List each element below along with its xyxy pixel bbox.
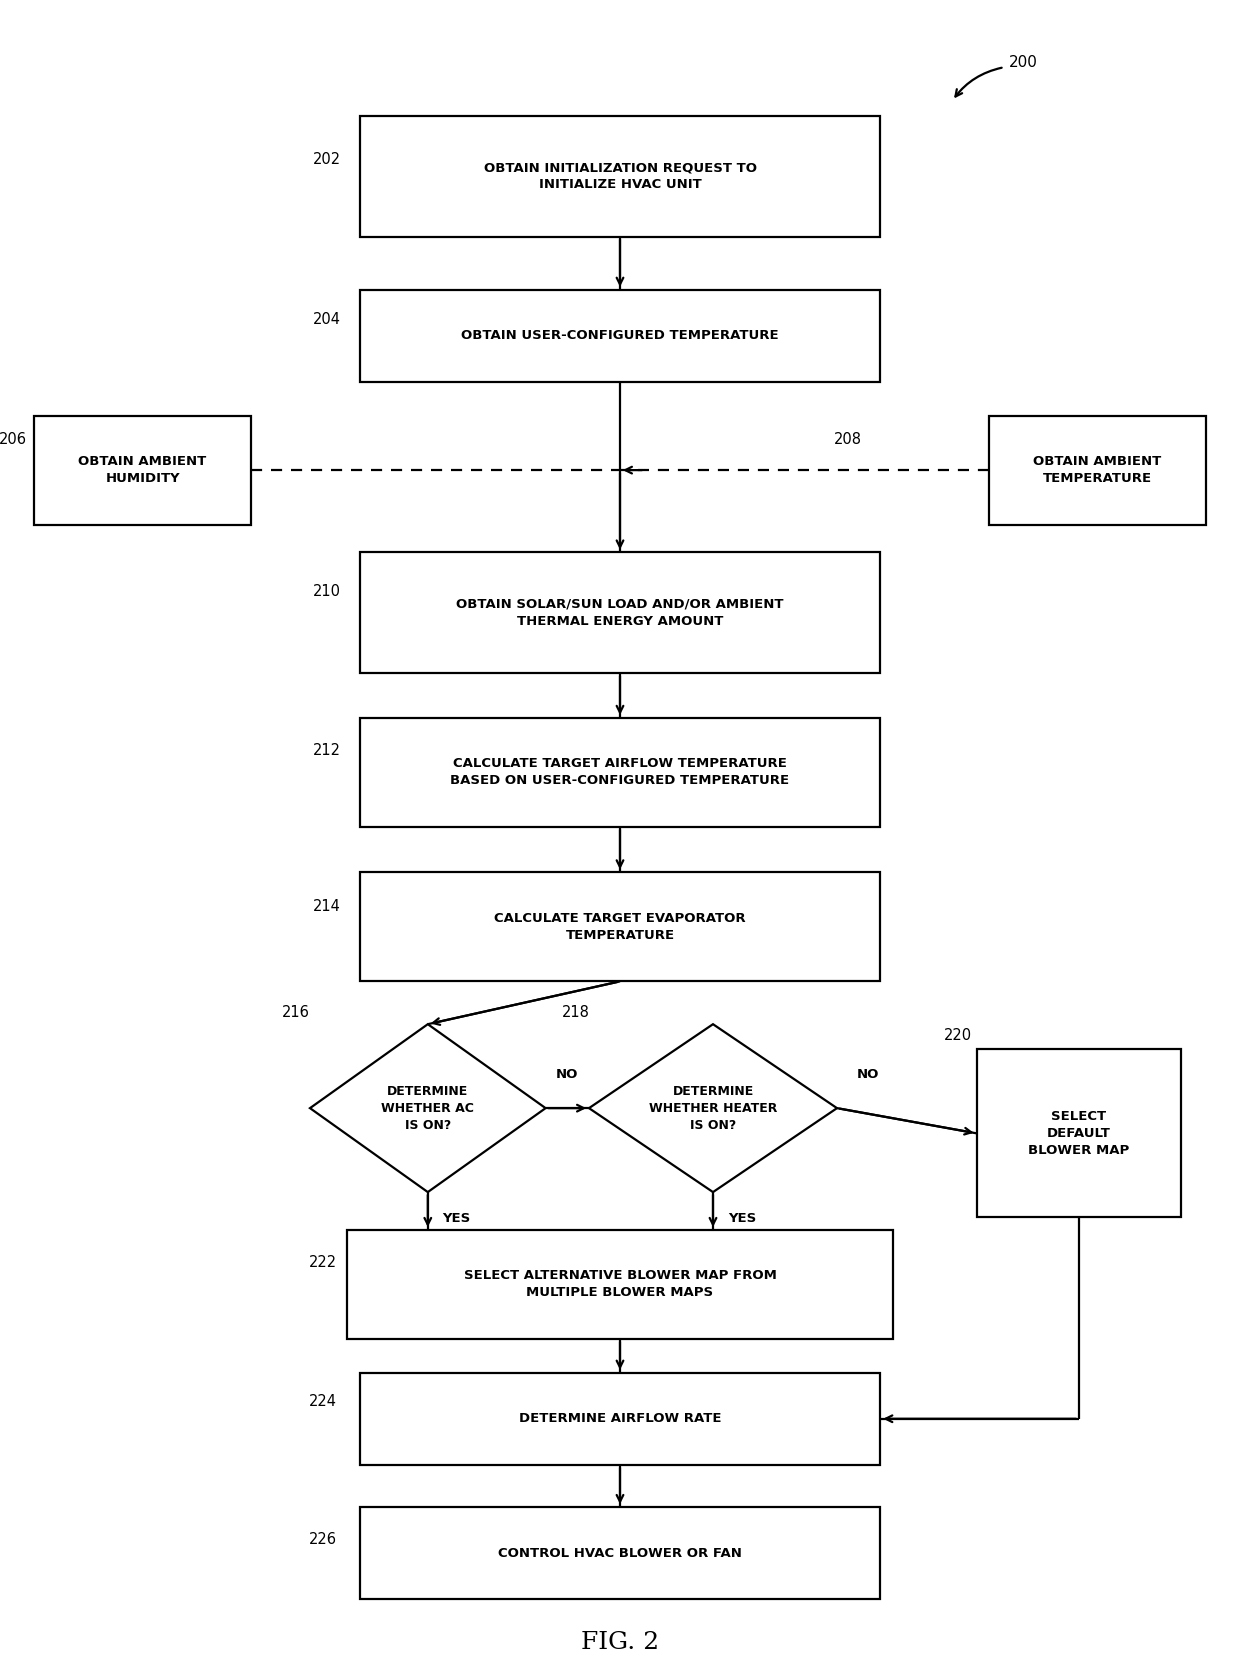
Text: 220: 220 — [944, 1029, 972, 1043]
Text: NO: NO — [556, 1068, 579, 1081]
Text: CALCULATE TARGET AIRFLOW TEMPERATURE
BASED ON USER-CONFIGURED TEMPERATURE: CALCULATE TARGET AIRFLOW TEMPERATURE BAS… — [450, 757, 790, 787]
Text: 212: 212 — [312, 744, 341, 757]
Text: CONTROL HVAC BLOWER OR FAN: CONTROL HVAC BLOWER OR FAN — [498, 1546, 742, 1560]
FancyBboxPatch shape — [360, 873, 880, 981]
Text: 204: 204 — [312, 312, 341, 326]
Text: DETERMINE
WHETHER HEATER
IS ON?: DETERMINE WHETHER HEATER IS ON? — [649, 1085, 777, 1132]
Text: 226: 226 — [309, 1533, 337, 1546]
FancyBboxPatch shape — [35, 415, 250, 524]
Text: NO: NO — [857, 1068, 879, 1081]
Text: 210: 210 — [312, 584, 341, 598]
Text: 208: 208 — [833, 433, 862, 447]
FancyBboxPatch shape — [360, 289, 880, 381]
Text: DETERMINE AIRFLOW RATE: DETERMINE AIRFLOW RATE — [518, 1412, 722, 1425]
FancyBboxPatch shape — [360, 1373, 880, 1464]
Text: 206: 206 — [0, 433, 27, 447]
Text: FIG. 2: FIG. 2 — [580, 1630, 660, 1654]
Text: 218: 218 — [563, 1006, 590, 1019]
FancyBboxPatch shape — [977, 1049, 1180, 1217]
Polygon shape — [589, 1024, 837, 1192]
Text: DETERMINE
WHETHER AC
IS ON?: DETERMINE WHETHER AC IS ON? — [382, 1085, 474, 1132]
Text: SELECT ALTERNATIVE BLOWER MAP FROM
MULTIPLE BLOWER MAPS: SELECT ALTERNATIVE BLOWER MAP FROM MULTI… — [464, 1269, 776, 1300]
FancyBboxPatch shape — [990, 415, 1205, 524]
Text: OBTAIN SOLAR/SUN LOAD AND/OR AMBIENT
THERMAL ENERGY AMOUNT: OBTAIN SOLAR/SUN LOAD AND/OR AMBIENT THE… — [456, 598, 784, 628]
Text: 202: 202 — [312, 153, 341, 166]
Text: SELECT
DEFAULT
BLOWER MAP: SELECT DEFAULT BLOWER MAP — [1028, 1110, 1130, 1157]
Text: YES: YES — [443, 1212, 471, 1226]
Text: 216: 216 — [283, 1006, 310, 1019]
Text: OBTAIN AMBIENT
HUMIDITY: OBTAIN AMBIENT HUMIDITY — [78, 455, 207, 485]
Text: 224: 224 — [309, 1395, 337, 1409]
Text: CALCULATE TARGET EVAPORATOR
TEMPERATURE: CALCULATE TARGET EVAPORATOR TEMPERATURE — [495, 912, 745, 942]
Polygon shape — [310, 1024, 546, 1192]
Text: OBTAIN INITIALIZATION REQUEST TO
INITIALIZE HVAC UNIT: OBTAIN INITIALIZATION REQUEST TO INITIAL… — [484, 161, 756, 191]
FancyBboxPatch shape — [360, 552, 880, 673]
FancyBboxPatch shape — [347, 1229, 893, 1340]
FancyBboxPatch shape — [360, 116, 880, 237]
Text: OBTAIN AMBIENT
TEMPERATURE: OBTAIN AMBIENT TEMPERATURE — [1033, 455, 1162, 485]
Text: 214: 214 — [314, 900, 341, 913]
FancyBboxPatch shape — [360, 719, 880, 826]
FancyBboxPatch shape — [360, 1508, 880, 1598]
Text: 222: 222 — [309, 1256, 337, 1269]
Text: YES: YES — [728, 1212, 756, 1226]
Text: 200: 200 — [1008, 55, 1038, 69]
Text: OBTAIN USER-CONFIGURED TEMPERATURE: OBTAIN USER-CONFIGURED TEMPERATURE — [461, 329, 779, 343]
